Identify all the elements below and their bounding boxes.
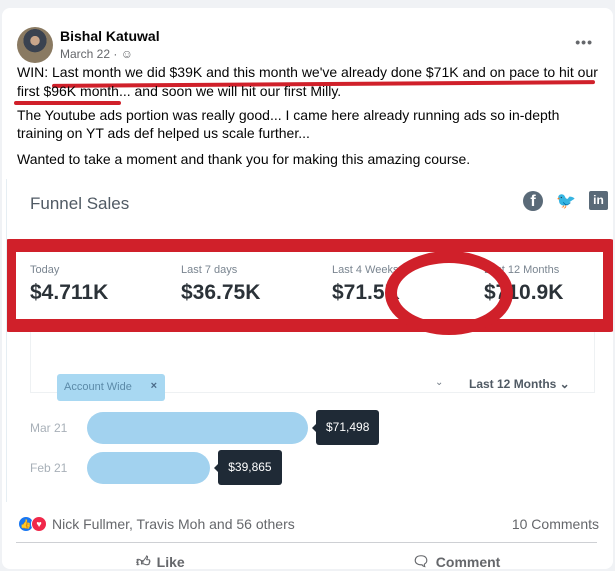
thumbs-up-icon: 👍︎ — [136, 553, 151, 569]
stat-value: $36.75K — [181, 281, 261, 304]
stat-today: Today $4.711K — [30, 264, 108, 305]
range-select: Last 12 Months ⌄ — [469, 377, 570, 391]
close-icon: × — [150, 380, 157, 392]
comment-icon: 🗨︎ — [412, 553, 430, 569]
like-label: Like — [156, 553, 185, 570]
bar-value-tooltip: $39,865 — [214, 450, 282, 485]
stat-label: Last 4 Weeks — [332, 264, 399, 276]
comment-button[interactable]: 🗨︎ Comment — [412, 553, 500, 570]
bar-value-tooltip: $71,498 — [311, 410, 380, 445]
twitter-icon: 🐦 — [556, 193, 576, 210]
date-text: March 22 · — [60, 47, 118, 61]
post-line: The Youtube ads portion was really good.… — [17, 107, 560, 123]
stat-label: Today — [30, 264, 60, 276]
dashboard-title: Funnel Sales — [30, 194, 130, 213]
more-options-button[interactable]: ••• — [575, 34, 593, 50]
stat-4weeks: Last 4 Weeks $71.5K — [332, 264, 400, 305]
bar-label: Feb 21 — [30, 461, 68, 475]
facebook-icon: f — [523, 191, 543, 211]
red-circle — [385, 251, 513, 335]
comment-label: Comment — [435, 553, 501, 570]
filter-panel — [30, 332, 595, 393]
post-line: Wanted to take a moment and thank you fo… — [17, 151, 471, 167]
bar-label: Mar 21 — [30, 421, 68, 435]
stat-value: $71.5K — [332, 281, 400, 304]
bar[interactable] — [87, 452, 211, 484]
bar[interactable] — [87, 412, 308, 444]
red-underline — [14, 101, 121, 105]
filter-chip: Account Wide × — [57, 374, 165, 401]
chip-label: Account Wide — [64, 381, 132, 393]
reactions-text: Nick Fullmer, Travis Moh and 56 others — [52, 516, 295, 532]
divider — [16, 542, 597, 543]
post-line: first $96K month... and soon we will hit… — [17, 83, 342, 99]
like-button[interactable]: 👍︎ Like — [136, 553, 185, 570]
post-date[interactable]: March 22 · ☺ — [60, 47, 133, 61]
post-image[interactable]: Funnel Sales f 🐦 in Today $4.711K Last 7 … — [6, 179, 613, 502]
avatar[interactable] — [17, 27, 53, 63]
stat-value: $4.711K — [30, 281, 109, 304]
comments-count[interactable]: 10 Comments — [511, 516, 599, 532]
reactions[interactable]: 👍 ♥ Nick Fullmer, Travis Moh and 56 othe… — [18, 516, 295, 532]
post-line: WIN: Last month we did $39K and this mon… — [17, 64, 598, 80]
chevron-down-icon: ⌄ — [435, 377, 444, 388]
globe-icon: ☺ — [120, 47, 133, 61]
linkedin-icon: in — [589, 191, 608, 210]
author-name[interactable]: Bishal Katuwal — [60, 28, 160, 44]
post-line: training on YT ads def helped us scale f… — [17, 125, 310, 141]
post-card: Bishal Katuwal March 22 · ☺ ••• WIN: Las… — [2, 8, 613, 570]
stat-label: Last 7 days — [181, 264, 238, 276]
love-reaction-icon: ♥ — [31, 516, 47, 532]
stat-7days: Last 7 days $36.75K — [181, 264, 260, 305]
